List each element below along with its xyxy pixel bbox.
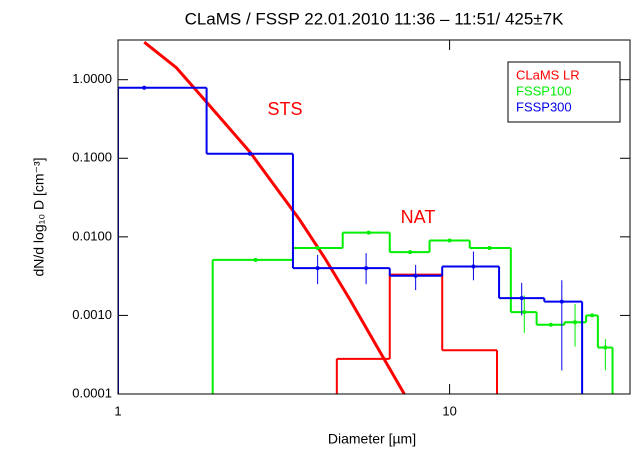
data-point	[253, 257, 258, 262]
y-tick-label: 0.0100	[72, 228, 112, 243]
data-point	[408, 250, 413, 255]
data-point	[413, 273, 418, 278]
y-tick-label: 0.1000	[72, 150, 112, 165]
data-point	[447, 238, 452, 243]
data-point	[364, 266, 369, 271]
data-point	[142, 85, 147, 90]
data-point	[573, 320, 578, 325]
annotation: NAT	[401, 207, 436, 227]
legend-box	[507, 61, 621, 123]
legend-label: FSSP300	[516, 99, 572, 114]
data-point	[603, 345, 608, 350]
legend-label: CLaMS LR	[516, 67, 580, 82]
legend-label: FSSP100	[516, 83, 572, 98]
plot-frame	[117, 39, 631, 395]
y-tick-label: 0.0010	[72, 307, 112, 322]
chart-title: CLaMS / FSSP 22.01.2010 11:36 – 11:51/ 4…	[185, 9, 565, 28]
plot-area	[118, 41, 614, 394]
data-point	[366, 230, 371, 235]
data-point	[590, 313, 595, 318]
data-point	[548, 322, 553, 327]
data-point	[519, 296, 524, 301]
data-point	[487, 246, 492, 251]
data-point	[522, 310, 527, 315]
data-point	[315, 266, 320, 271]
x-tick-label: 1	[114, 403, 121, 418]
x-tick-label: 10	[442, 403, 456, 418]
data-point	[559, 299, 564, 304]
y-tick-label: 1.0000	[72, 71, 112, 86]
y-tick-label: 0.0001	[72, 385, 112, 400]
data-point	[471, 264, 476, 269]
data-point	[247, 151, 252, 156]
curve	[143, 41, 406, 394]
x-axis-label: Diameter [µm]	[328, 431, 416, 447]
data-point	[315, 246, 320, 251]
y-axis-label: dN/d log₁₀ D [cm⁻³]	[31, 157, 47, 276]
annotation: STS	[267, 99, 302, 119]
